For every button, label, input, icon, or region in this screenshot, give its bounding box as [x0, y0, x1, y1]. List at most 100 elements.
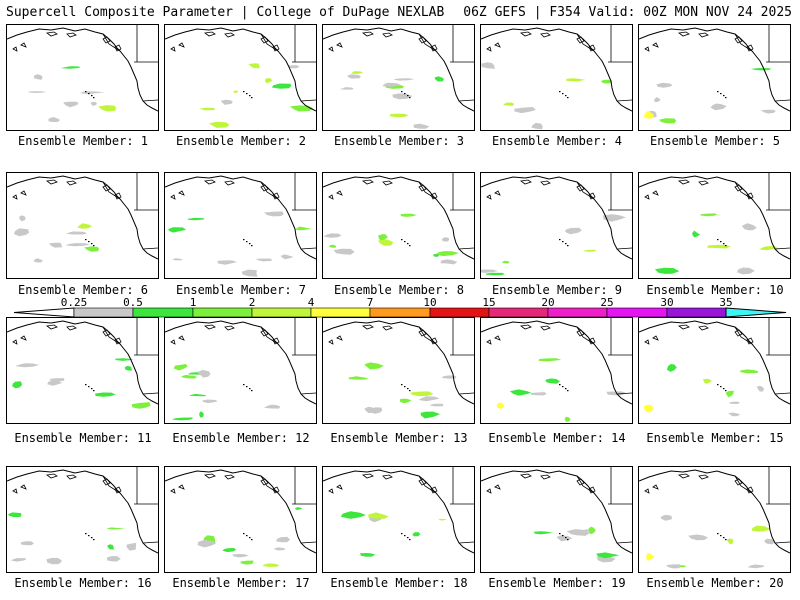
island-outline: [114, 486, 122, 494]
island-outline: [540, 325, 551, 331]
political-border: [260, 475, 279, 494]
colorbar-tick-label: 0.5: [123, 296, 143, 309]
scp-contour-area: [601, 79, 612, 84]
scp-low-contour-area: [382, 82, 402, 87]
color-scale-bar: 0.25 0.5 1 2 4 7 10 15 20 25 30 35: [13, 296, 787, 318]
scp-low-contour-area: [339, 87, 354, 90]
scp-contour-area: [168, 227, 187, 233]
island-outline: [272, 192, 280, 200]
scp-low-contour-area: [15, 363, 40, 368]
coastline: [481, 469, 632, 554]
island-outline: [382, 474, 393, 480]
hawaii-island: [91, 388, 93, 390]
island-outline: [746, 337, 754, 345]
valid-time-header: 06Z GEFS | F354 Valid: 00Z MON NOV 24 20…: [463, 5, 792, 20]
hawaii-island: [404, 241, 406, 243]
island-outline: [494, 484, 501, 490]
island-outline: [224, 325, 235, 331]
hawaii-island: [88, 386, 90, 388]
island-outline: [12, 339, 18, 345]
scp-contour-area: [131, 402, 151, 409]
scp-contour-area: [659, 118, 677, 124]
scp-low-contour-area: [514, 107, 536, 114]
scp-contour-area: [400, 213, 417, 217]
island-outline: [418, 36, 427, 44]
island-outline: [677, 473, 690, 479]
scp-low-contour-area: [255, 258, 272, 262]
island-outline: [361, 324, 374, 330]
scp-contour-area: [434, 76, 444, 82]
scp-contour-area: [351, 71, 364, 74]
scp-low-contour-area: [323, 233, 342, 238]
island-outline: [178, 484, 185, 490]
scp-contour-area: [240, 560, 254, 565]
island-outline: [576, 478, 585, 486]
scp-contour-area: [248, 63, 260, 69]
island-outline: [588, 486, 596, 494]
island-outline: [361, 473, 374, 479]
scp-contour-area: [265, 78, 273, 84]
hawaii-island: [251, 245, 253, 247]
scp-contour-area: [368, 512, 389, 519]
scp-contour-area: [759, 246, 779, 251]
scp-low-contour-area: [34, 258, 43, 263]
coastline: [323, 320, 474, 405]
hawaii-island: [725, 245, 727, 247]
hawaii-island: [91, 95, 93, 97]
scp-low-contour-area: [66, 231, 87, 235]
hawaii-island: [723, 537, 725, 539]
coastline: [481, 320, 632, 405]
scp-contour-area: [420, 411, 441, 419]
scp-low-contour-area: [47, 380, 63, 386]
hawaii-island: [562, 386, 564, 388]
colorbar-segment: [547, 307, 608, 318]
colorbar-tick-label: 2: [249, 296, 256, 309]
scp-low-contour-area: [688, 534, 708, 541]
scp-contour-area: [107, 544, 114, 550]
member-map: [7, 318, 158, 409]
island-outline: [519, 31, 532, 37]
hawaii-island: [88, 535, 90, 537]
political-border: [260, 33, 279, 52]
scp-contour-area: [12, 381, 23, 389]
scp-contour-area: [378, 239, 394, 246]
hawaii-island: [401, 533, 403, 535]
island-outline: [328, 339, 334, 345]
ensemble-map-panel: [6, 466, 159, 573]
scp-low-contour-area: [333, 248, 355, 255]
island-outline: [336, 190, 343, 196]
island-outline: [734, 478, 743, 486]
scp-contour-area: [8, 512, 22, 517]
island-outline: [114, 192, 122, 200]
scp-low-contour-area: [197, 539, 217, 548]
political-border: [418, 33, 437, 52]
scp-low-contour-area: [274, 547, 286, 551]
hawaii-island: [559, 384, 561, 386]
island-outline: [540, 32, 551, 38]
hawaii-island: [409, 245, 411, 247]
island-outline: [576, 36, 585, 44]
member-map: [323, 467, 474, 557]
hawaii-island: [717, 239, 719, 241]
colorbar-tick-label: 1: [190, 296, 197, 309]
island-outline: [494, 42, 501, 48]
colorbar-over-arrow: [725, 307, 787, 318]
political-border: [142, 99, 158, 102]
coastline: [481, 27, 632, 112]
scp-low-contour-area: [220, 99, 233, 105]
scp-low-contour-area: [90, 101, 98, 106]
island-outline: [45, 324, 58, 330]
political-border: [142, 247, 158, 250]
political-border: [576, 326, 595, 345]
coastline: [323, 27, 474, 112]
scp-contour-area: [359, 553, 376, 557]
ensemble-map-panel: [638, 172, 791, 279]
political-border: [734, 326, 753, 345]
hawaii-island: [93, 245, 95, 247]
hawaii-island: [249, 388, 251, 390]
ensemble-map-panel: [6, 172, 159, 279]
scp-contour-area: [533, 531, 553, 535]
island-outline: [644, 488, 650, 494]
ensemble-member-label: Ensemble Member: 4: [491, 134, 623, 148]
hawaii-island: [725, 97, 727, 99]
